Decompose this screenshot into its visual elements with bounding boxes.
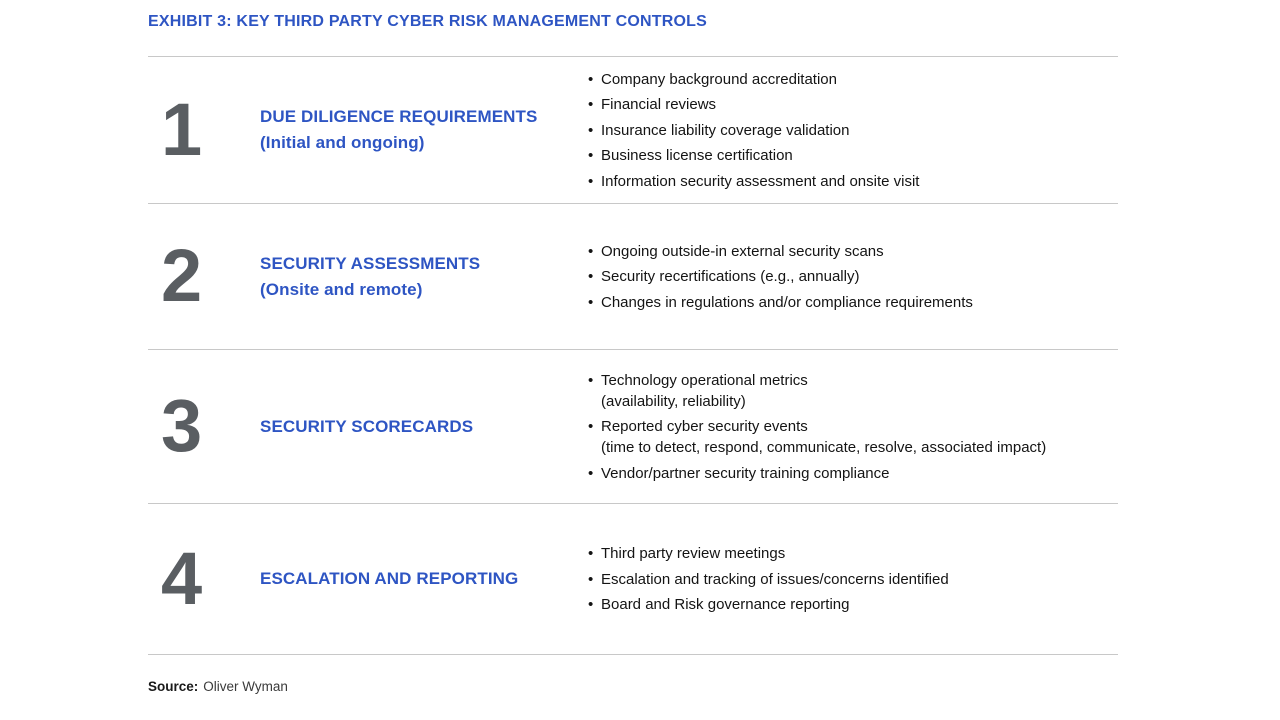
- bullet-text: Information security assessment and onsi…: [601, 172, 920, 190]
- bullet-icon: •: [588, 147, 594, 164]
- row-heading-cell: SECURITY SCORECARDS: [260, 414, 588, 440]
- row-number-cell: 4: [148, 536, 260, 620]
- bullet-text: Board and Risk governance reporting: [601, 596, 850, 613]
- bullet-text: Security recertifications (e.g., annuall…: [601, 268, 860, 285]
- bullet-text: Reported cyber security events (time to …: [601, 418, 1047, 456]
- row-number: 2: [161, 234, 203, 318]
- bullet-text: Escalation and tracking of issues/concer…: [601, 570, 949, 588]
- row-number-cell: 3: [148, 384, 260, 468]
- row-heading: SECURITY SCORECARDS: [260, 416, 474, 436]
- bullet-text: Changes in regulations and/or compliance…: [601, 293, 973, 311]
- bullet-icon: •: [588, 242, 594, 260]
- list-item: • Financial reviews: [588, 94, 1118, 115]
- bullet-icon: •: [588, 268, 594, 285]
- row-bullets-cell: • Third party review meetings • Escalati…: [588, 539, 1118, 620]
- bullet-text: Insurance liability coverage validation: [601, 121, 850, 139]
- bullet-icon: •: [588, 70, 594, 88]
- list-item: • Board and Risk governance reporting: [588, 594, 1118, 615]
- source-value: Oliver Wyman: [203, 679, 288, 694]
- row-heading: DUE DILIGENCE REQUIREMENTS: [260, 107, 538, 126]
- controls-table: 1 DUE DILIGENCE REQUIREMENTS (Initial an…: [148, 56, 1118, 655]
- control-row: 4 ESCALATION AND REPORTING • Third party…: [148, 503, 1118, 654]
- row-subheading: (Onsite and remote): [260, 279, 423, 299]
- bullet-text: Company background accreditation: [601, 70, 837, 88]
- row-heading-cell: DUE DILIGENCE REQUIREMENTS (Initial and …: [260, 104, 588, 156]
- control-row: 1 DUE DILIGENCE REQUIREMENTS (Initial an…: [148, 56, 1118, 203]
- list-item: • Business license certification: [588, 145, 1118, 166]
- bullet-icon: •: [588, 545, 594, 562]
- bullet-icon: •: [588, 121, 594, 139]
- exhibit-page: EXHIBIT 3: KEY THIRD PARTY CYBER RISK MA…: [148, 13, 1118, 695]
- row-heading: SECURITY ASSESSMENTS: [260, 253, 481, 273]
- list-item: • Ongoing outside-in external security s…: [588, 241, 1118, 262]
- row-subheading: (Initial and ongoing): [260, 133, 425, 152]
- bullet-icon: •: [588, 371, 594, 389]
- control-row: 3 SECURITY SCORECARDS • Technology opera…: [148, 349, 1118, 503]
- bullet-icon: •: [588, 570, 594, 588]
- row-bullets-cell: • Ongoing outside-in external security s…: [588, 236, 1118, 317]
- list-item: • Company background accreditation: [588, 69, 1118, 90]
- bullet-text: Ongoing outside-in external security sca…: [601, 242, 884, 260]
- bullet-icon: •: [588, 464, 594, 482]
- control-row: 2 SECURITY ASSESSMENTS (Onsite and remot…: [148, 203, 1118, 349]
- exhibit-content: EXHIBIT 3: KEY THIRD PARTY CYBER RISK MA…: [148, 13, 1118, 695]
- list-item: • Reported cyber security events (time t…: [588, 416, 1118, 458]
- bullet-text: Vendor/partner security training complia…: [601, 464, 890, 482]
- list-item: • Third party review meetings: [588, 543, 1118, 564]
- row-heading-cell: SECURITY ASSESSMENTS (Onsite and remote): [260, 251, 588, 303]
- exhibit-title: EXHIBIT 3: KEY THIRD PARTY CYBER RISK MA…: [148, 13, 707, 30]
- list-item: • Technology operational metrics (availa…: [588, 370, 1118, 412]
- bullet-icon: •: [588, 596, 594, 613]
- row-bullets-cell: • Technology operational metrics (availa…: [588, 365, 1118, 488]
- row-number: 3: [161, 384, 203, 468]
- list-item: • Security recertifications (e.g., annua…: [588, 266, 1118, 287]
- row-heading: ESCALATION AND REPORTING: [260, 569, 519, 588]
- row-bullets-cell: • Company background accreditation • Fin…: [588, 64, 1118, 196]
- list-item: • Vendor/partner security training compl…: [588, 463, 1118, 484]
- row-heading-cell: ESCALATION AND REPORTING: [260, 566, 588, 592]
- source-label: Source:: [148, 679, 199, 694]
- row-number-cell: 1: [148, 87, 260, 171]
- bullet-icon: •: [588, 96, 594, 113]
- row-number: 4: [161, 536, 203, 620]
- bullet-text: Business license certification: [601, 147, 793, 164]
- bullet-text: Technology operational metrics (availabi…: [601, 371, 808, 410]
- bullet-icon: •: [588, 172, 594, 190]
- bullet-text: Financial reviews: [601, 96, 717, 113]
- row-number: 1: [161, 87, 203, 171]
- source-line: Source: Oliver Wyman: [148, 679, 1118, 695]
- list-item: • Changes in regulations and/or complian…: [588, 292, 1118, 313]
- bullet-icon: •: [588, 293, 594, 311]
- list-item: • Escalation and tracking of issues/conc…: [588, 569, 1118, 590]
- bullet-icon: •: [588, 418, 594, 435]
- list-item: • Information security assessment and on…: [588, 171, 1118, 192]
- list-item: • Insurance liability coverage validatio…: [588, 120, 1118, 141]
- row-number-cell: 2: [148, 234, 260, 318]
- bullet-text: Third party review meetings: [601, 545, 786, 562]
